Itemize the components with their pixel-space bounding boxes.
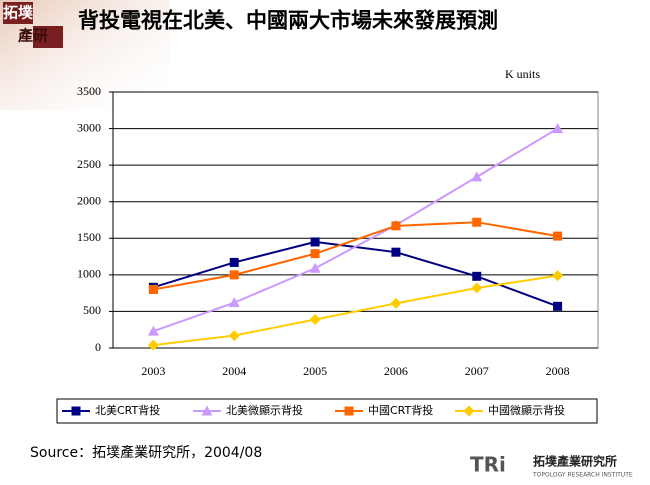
logo-name: 拓墣產業研究所 [533, 454, 617, 469]
legend-marker [71, 406, 81, 416]
marker [228, 297, 240, 308]
marker [390, 297, 402, 309]
x-tick-label: 2005 [303, 364, 327, 378]
marker [310, 237, 320, 247]
x-tick-label: 2003 [141, 364, 165, 378]
legend-box [56, 398, 598, 424]
series-line [153, 221, 558, 291]
marker [471, 282, 483, 294]
marker [148, 284, 158, 294]
chart-title: 背投電視在北美、中國兩大市場未來發展預測 [78, 8, 498, 33]
marker [309, 313, 321, 325]
y-tick-label: 2000 [77, 193, 101, 207]
marker [553, 301, 563, 311]
marker [229, 270, 239, 280]
marker [309, 262, 321, 273]
unit-label: K units [505, 67, 540, 81]
x-tick-label: 2004 [222, 364, 246, 378]
series-line [153, 127, 559, 333]
marker [472, 217, 482, 227]
marker [391, 221, 401, 231]
legend-label: 北美CRT背投 [95, 403, 160, 417]
marker [310, 249, 320, 259]
logo-box [33, 26, 63, 48]
logo-mark: TRi [470, 453, 506, 477]
series-line [153, 274, 558, 347]
y-tick-label: 1500 [77, 230, 101, 244]
marker [553, 231, 563, 241]
logo-subtitle: TOPOLOGY RESEARCH INSTITUTE [532, 472, 633, 479]
x-tick-label: 2008 [546, 364, 570, 378]
marker [472, 271, 482, 281]
y-tick-label: 500 [83, 303, 101, 317]
legend-label: 中國微顯示背投 [488, 403, 565, 417]
marker [391, 247, 401, 257]
y-tick-label: 2500 [77, 157, 101, 171]
logo-box [3, 2, 33, 24]
marker [147, 339, 159, 351]
plot-area [112, 91, 599, 349]
legend-label: 中國CRT背投 [368, 403, 433, 417]
y-tick-label: 3500 [77, 84, 101, 98]
logo-text: 產研 [17, 26, 48, 44]
x-tick-label: 2007 [465, 364, 489, 378]
marker [228, 330, 240, 342]
marker [552, 270, 564, 282]
source-note: Source：拓墣產業研究所，2004/08 [30, 444, 262, 461]
y-tick-label: 3000 [77, 120, 101, 134]
marker [552, 123, 564, 134]
legend-label: 北美微顯示背投 [226, 403, 303, 417]
marker [471, 171, 483, 182]
marker [229, 257, 239, 267]
logo-text: 拓墣 [3, 3, 33, 21]
legend-marker [344, 406, 354, 416]
x-tick-label: 2006 [384, 364, 408, 378]
y-tick-label: 1000 [77, 267, 101, 281]
marker [147, 325, 159, 336]
legend-marker [463, 405, 475, 417]
legend-marker [201, 405, 213, 416]
y-tick-label: 0 [95, 340, 101, 354]
